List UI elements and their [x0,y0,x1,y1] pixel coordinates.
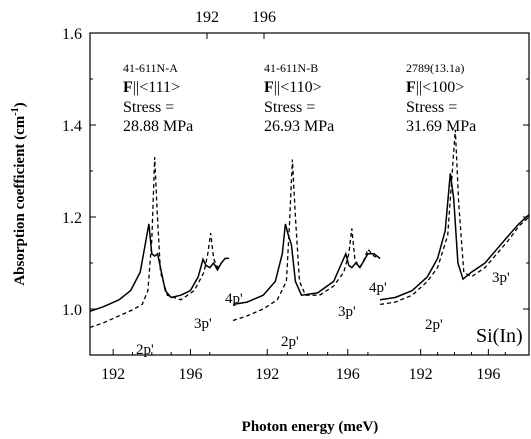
spectrum-line-solid [379,173,530,301]
spectrum-line-dashed [379,129,530,306]
peak-label: 3p' [492,270,510,286]
peak-label: 2p' [281,334,299,350]
peak-label: 3p' [338,304,356,320]
sample-label: Si(In) [476,325,523,347]
spectrum-line-solid [232,223,381,306]
y-tick-label: 1.0 [62,302,82,319]
peak-label: 4p' [369,280,387,296]
x-tick-label: 196 [336,366,360,383]
stress-value: 26.93 MPa [264,118,334,135]
peak-label: 2p' [425,317,443,333]
y-axis-label-superscript: -1 [10,107,21,115]
peak-label: 3p' [194,316,212,332]
top-tick-label: 196 [252,9,276,26]
peak-label: 4p' [225,291,243,307]
panel-labels: 41-611N-AF||<111>Stress =28.88 MPa41-611… [123,61,510,358]
peak-label: 2p' [136,342,154,358]
spectrum-line-dashed [89,157,230,329]
y-tick-label: 1.6 [62,26,82,43]
y-axis-ticks: 1.0 1.2 1.4 1.6 [62,26,529,319]
spectrum-line-dashed [232,159,381,322]
y-axis-label-close: ) [12,102,28,107]
stress-label: Stress = [264,99,315,116]
x-tick-label: 192 [409,366,433,383]
top-tick-label: 192 [195,9,219,26]
x-axis-ticks: 192 196 192 196 192 196 [101,349,506,383]
x-tick-label: 196 [178,366,202,383]
y-tick-label: 1.2 [62,210,82,227]
sample-id: 41-611N-B [264,61,318,75]
orientation-F: F [406,79,416,96]
x-axis-label: Photon energy (meV) [242,419,379,435]
orientation-F: F [123,79,133,96]
x-tick-label: 196 [476,366,500,383]
x-tick-label: 192 [255,366,279,383]
spectrum-line-solid [89,223,230,313]
stress-label: Stress = [406,99,457,116]
x-tick-label: 192 [101,366,125,383]
stress-label: Stress = [123,99,174,116]
orientation-direction: ||<110> [274,79,322,96]
orientation-label: F||<100> [406,79,464,96]
sample-id: 41-611N-A [123,61,178,75]
orientation-label: F||<111> [123,79,180,96]
stress-value: 28.88 MPa [123,118,193,135]
top-axis-ticks: 192 196 [195,9,276,39]
y-tick-label: 1.4 [62,118,82,135]
y-axis-label: Absorption coefficient (cm-1) [10,102,28,285]
orientation-direction: ||<100> [416,79,464,96]
stress-value: 31.69 MPa [406,118,476,135]
spectrum-curves [89,129,530,329]
plot-frame [89,32,530,356]
orientation-direction: ||<111> [133,79,180,96]
orientation-F: F [264,79,274,96]
y-axis-label-text: Absorption coefficient (cm [12,115,28,285]
orientation-label: F||<110> [264,79,322,96]
sample-id: 2789(13.1a) [406,61,464,75]
